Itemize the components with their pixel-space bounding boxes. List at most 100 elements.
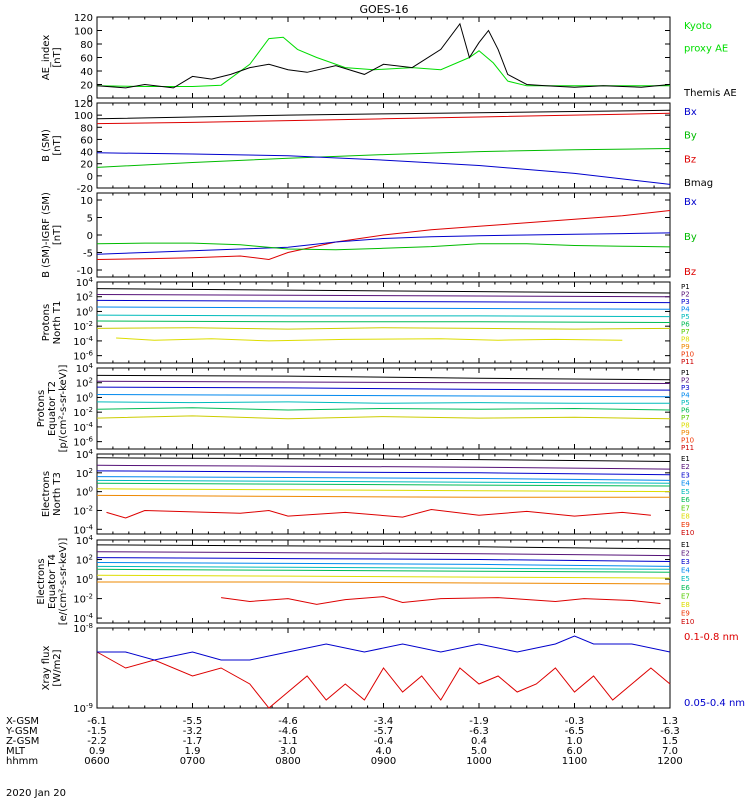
legend-entry: P3 <box>681 384 690 392</box>
y-tick-label: 10-6 <box>73 350 93 363</box>
panel-xray: 10-8 10-9 Xray flux [W/m2] 0.1-0.8 nm 0.05-0.… <box>41 622 745 715</box>
ephemeris-value: 5.0 <box>471 746 487 757</box>
ephemeris-value: 0.4 <box>471 736 487 747</box>
legend-entry: P7 <box>681 328 690 336</box>
series-line-e1 <box>96 544 671 550</box>
y-tick-label: 40 <box>80 67 93 78</box>
legend-entry: E10 <box>681 529 694 537</box>
legend-entry: E3 <box>681 558 690 566</box>
ephemeris-value: 0700 <box>180 756 205 767</box>
series-line-p1 <box>96 374 671 381</box>
legend-entry: P9 <box>681 343 690 351</box>
legend-entry: P8 <box>681 422 690 430</box>
series-line-e3 <box>96 557 671 562</box>
y-tick-label: 102 <box>76 377 93 390</box>
chart-title: GOES-16 <box>359 3 408 16</box>
legend-entry: P6 <box>681 407 690 415</box>
ephemeris-value: 3.0 <box>280 746 296 757</box>
y-tick-label: 10 <box>80 196 93 207</box>
y-axis-label: B (SM)-IGRF (SM) <box>41 192 52 278</box>
series-line-0-05-0-4-nm <box>97 635 671 661</box>
series-line-e4 <box>96 476 671 481</box>
legend-entry: Bz <box>684 154 696 165</box>
ephemeris-value: 4.0 <box>376 746 392 757</box>
legend-entry: Bmag <box>684 178 713 189</box>
y-tick-label: 10-4 <box>73 523 93 536</box>
series-line-bz <box>96 112 671 125</box>
series-line-bx <box>96 152 671 185</box>
legend-entry: E1 <box>681 455 690 463</box>
y-tick-label: 104 <box>76 534 94 547</box>
series-line-p2 <box>96 294 671 298</box>
ephemeris-value: -1.9 <box>469 716 489 727</box>
ephemeris-value: 6.0 <box>567 746 583 757</box>
legend-entry: P10 <box>681 351 694 359</box>
y-tick-label: 10-2 <box>73 320 93 333</box>
ephemeris-label: MLT <box>6 746 26 757</box>
series-line-p1 <box>96 288 671 294</box>
series-line-p5 <box>96 314 671 318</box>
ephemeris-value: -5.7 <box>374 726 394 737</box>
series-line-e9 <box>106 508 651 519</box>
ephemeris-value: -6.5 <box>565 726 585 737</box>
y-axis-label: [W/m2] <box>52 649 63 686</box>
series-line-p8 <box>116 337 623 342</box>
y-tick-label: 80 <box>80 40 93 51</box>
y-axis-label: [e/(cm²-s-sr-keV)] <box>58 538 69 626</box>
ephemeris-value: -0.4 <box>374 736 394 747</box>
ephemeris-value: 0600 <box>84 756 109 767</box>
legend-entry: P4 <box>681 392 690 400</box>
series-line-p5 <box>96 401 670 404</box>
y-tick-label: 60 <box>80 135 93 146</box>
legend-entry: E5 <box>681 488 690 496</box>
y-axis-label: Equator T2 <box>47 381 58 436</box>
ephemeris-label: Y-GSM <box>5 726 38 737</box>
legend-entry: E2 <box>681 550 690 558</box>
series-line-e5 <box>96 565 671 570</box>
legend-entry: P9 <box>681 429 690 437</box>
legend-entry: E1 <box>681 541 690 549</box>
y-axis-label: North T3 <box>52 472 63 516</box>
legend-entry: E4 <box>681 567 690 575</box>
legend-entry: E8 <box>681 513 690 521</box>
y-axis-label: Equator T4 <box>47 554 58 609</box>
ephemeris-value: -1.5 <box>87 726 107 737</box>
ephemeris-value: -6.3 <box>660 726 680 737</box>
y-axis-label: Electrons <box>36 558 47 604</box>
legend-entry: E9 <box>681 521 690 529</box>
y-tick-label: -20 <box>77 184 93 195</box>
series-line-e6 <box>96 568 671 573</box>
legend-entry: P6 <box>681 321 690 329</box>
y-tick-label: 104 <box>76 276 94 289</box>
ephemeris-value: 0800 <box>275 756 300 767</box>
legend-entry: By <box>684 232 697 243</box>
y-tick-label: 102 <box>76 467 93 480</box>
ephemeris-value: -6.1 <box>87 716 107 727</box>
y-tick-label: 20 <box>80 160 93 171</box>
legend-entry: Kyoto <box>684 21 712 32</box>
y-tick-label: 10-2 <box>73 593 93 606</box>
legend-entry: Themis AE <box>683 88 737 99</box>
y-tick-label: 100 <box>76 305 93 318</box>
series-line-p7 <box>96 327 671 330</box>
series-line-by <box>96 242 671 251</box>
series-line-e8 <box>97 581 671 585</box>
legend-entry: E4 <box>681 480 690 488</box>
y-axis-label: Protons <box>41 304 52 341</box>
series-line-p6 <box>96 407 671 411</box>
y-tick-label: 5 <box>87 214 93 225</box>
series-line-bx <box>96 232 671 255</box>
y-tick-label: -10 <box>77 266 93 277</box>
y-tick-label: 100 <box>74 111 93 122</box>
series-line-themis-ae <box>96 22 671 89</box>
legend-entry: E3 <box>681 471 690 479</box>
legend-entry: E7 <box>681 504 690 512</box>
ephemeris-value: -2.2 <box>87 736 107 747</box>
ephemeris-label: Z-GSM <box>6 736 39 747</box>
panel-frame <box>96 102 671 189</box>
legend-entry: E7 <box>681 592 690 600</box>
ephemeris-value: -1.1 <box>278 736 298 747</box>
y-tick-label: 0 <box>87 231 93 242</box>
ephemeris-value: 1000 <box>466 756 491 767</box>
y-tick-label: 40 <box>80 148 93 159</box>
